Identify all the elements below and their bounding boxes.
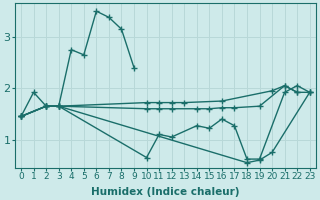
X-axis label: Humidex (Indice chaleur): Humidex (Indice chaleur) (91, 187, 240, 197)
